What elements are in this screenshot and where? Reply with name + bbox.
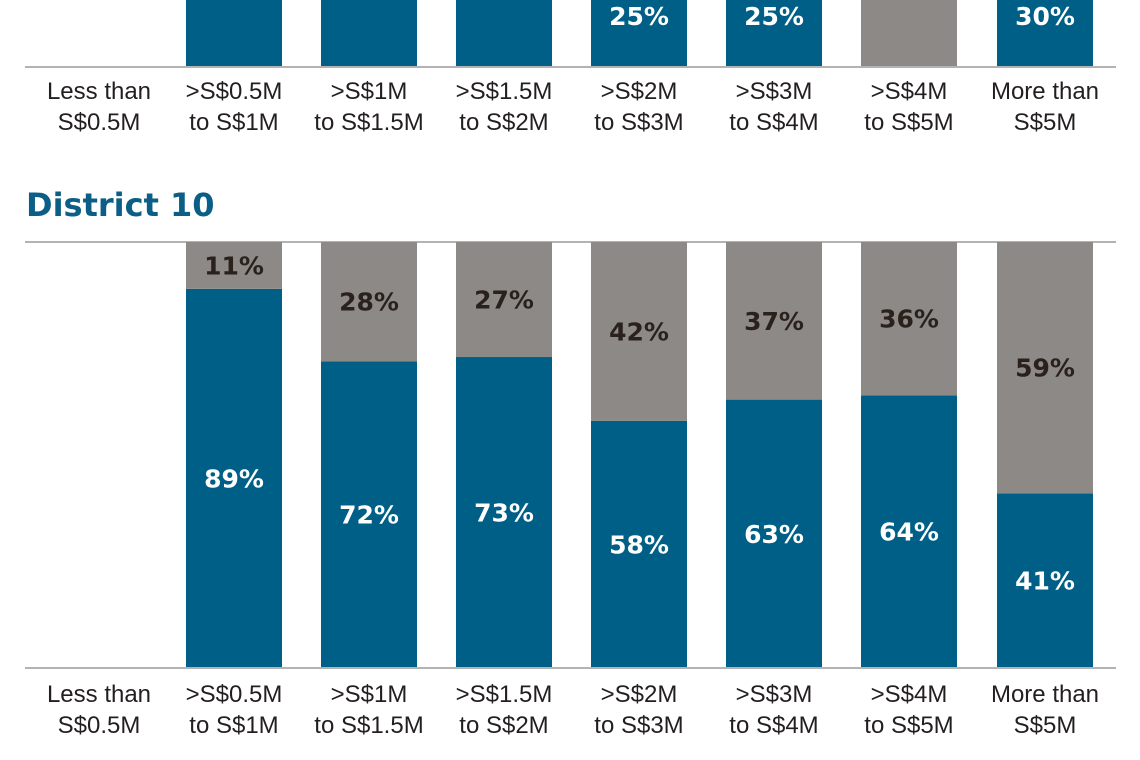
x-tick-label: to S$3M (594, 109, 683, 136)
bar-segment-blue (591, 0, 687, 67)
bar-segment-blue (726, 399, 822, 668)
x-tick-label: to S$2M (459, 109, 548, 136)
x-tick-label: to S$1.5M (314, 712, 423, 739)
x-tick-label: >S$1.5M (456, 78, 553, 105)
bar-segment-blue (186, 288, 282, 668)
bar-segment-gray (997, 242, 1093, 494)
bar-segment-gray (456, 242, 552, 358)
data-label: 25% (609, 2, 669, 31)
bar-segment-gray (861, 0, 957, 67)
bar-segment-gray (861, 242, 957, 396)
bar-segment-blue (997, 493, 1093, 668)
data-label: 36% (879, 305, 939, 334)
bar-segment-blue (321, 361, 417, 668)
data-label: 72% (339, 501, 399, 530)
x-tick-label: >S$2M (601, 681, 678, 708)
x-tick-label: to S$1M (189, 712, 278, 739)
data-label: 28% (339, 288, 399, 317)
x-tick-label: to S$2M (459, 712, 548, 739)
x-tick-label: to S$1.5M (314, 109, 423, 136)
data-label: 89% (204, 464, 264, 493)
data-label: 37% (744, 307, 804, 336)
bar-segment-blue (456, 357, 552, 668)
bar-segment-blue (321, 0, 417, 67)
x-tick-label: >S$0.5M (186, 78, 283, 105)
bar-segment-gray (726, 242, 822, 400)
x-tick-label: >S$4M (871, 681, 948, 708)
x-tick-label: >S$3M (736, 78, 813, 105)
data-label: 30% (1015, 2, 1075, 31)
bar-segment-blue (997, 0, 1093, 67)
bar-segment-blue (456, 0, 552, 67)
x-tick-label: >S$1.5M (456, 681, 553, 708)
data-label: 64% (879, 518, 939, 547)
bar-segment-blue (591, 420, 687, 668)
data-label: 73% (474, 499, 534, 528)
chart-title: District 10 (26, 186, 215, 224)
x-tick-label: to S$4M (729, 109, 818, 136)
x-tick-label: S$0.5M (58, 109, 141, 136)
data-label: 25% (744, 2, 804, 31)
data-label: 41% (1015, 567, 1075, 596)
x-tick-label: S$5M (1014, 712, 1077, 739)
bar-segment-blue (186, 0, 282, 67)
x-tick-label: to S$5M (864, 109, 953, 136)
bar-segment-blue (726, 0, 822, 67)
x-tick-label: >S$1M (331, 681, 408, 708)
x-tick-label: >S$4M (871, 78, 948, 105)
x-tick-label: >S$3M (736, 681, 813, 708)
x-tick-label: >S$1M (331, 78, 408, 105)
x-tick-label: S$0.5M (58, 712, 141, 739)
x-tick-label: More than (991, 78, 1099, 105)
x-tick-label: to S$3M (594, 712, 683, 739)
x-tick-label: Less than (47, 681, 151, 708)
x-tick-label: More than (991, 681, 1099, 708)
data-label: 63% (744, 520, 804, 549)
x-tick-label: to S$4M (729, 712, 818, 739)
bar-segment-gray (591, 242, 687, 421)
x-tick-label: S$5M (1014, 109, 1077, 136)
x-tick-label: >S$2M (601, 78, 678, 105)
x-tick-label: to S$5M (864, 712, 953, 739)
x-tick-label: to S$1M (189, 109, 278, 136)
bar-segment-blue (861, 395, 957, 668)
bar-segment-gray (186, 242, 282, 289)
data-label: 27% (474, 286, 534, 315)
data-label: 59% (1015, 354, 1075, 383)
bar-segment-gray (321, 242, 417, 362)
data-label: 11% (204, 251, 264, 280)
x-tick-label: Less than (47, 78, 151, 105)
x-tick-label: >S$0.5M (186, 681, 283, 708)
data-label: 42% (609, 317, 669, 346)
data-label: 58% (609, 530, 669, 559)
